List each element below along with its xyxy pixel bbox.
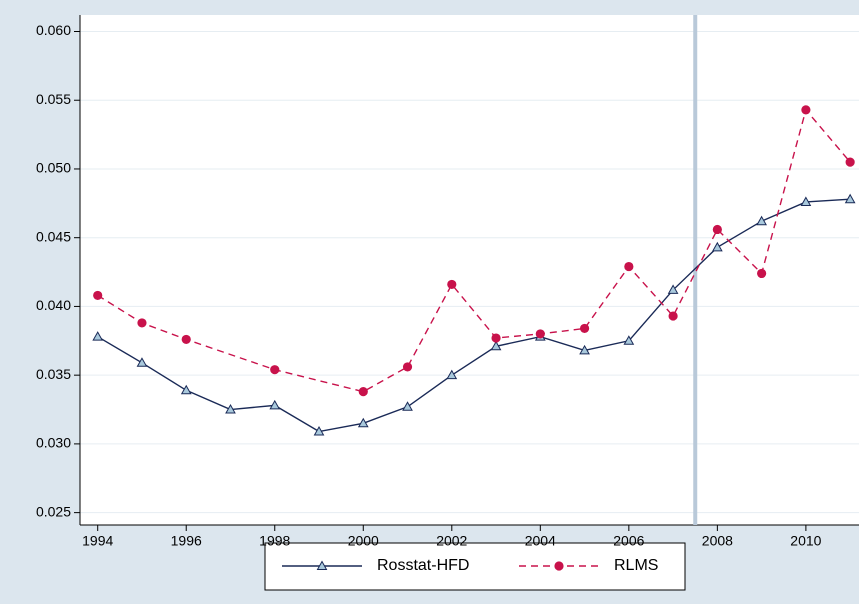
legend-label: Rosstat-HFD bbox=[377, 557, 469, 574]
data-point bbox=[225, 404, 236, 414]
legend-marker bbox=[554, 561, 564, 571]
y-tick-label: 0.030 bbox=[36, 435, 71, 451]
data-point bbox=[181, 334, 191, 345]
data-point bbox=[447, 279, 457, 290]
data-point bbox=[579, 323, 590, 334]
data-point bbox=[357, 417, 369, 428]
data-point bbox=[93, 290, 103, 301]
legend-marker bbox=[316, 560, 328, 570]
data-point bbox=[490, 340, 502, 351]
data-point bbox=[757, 268, 767, 279]
series-line bbox=[97, 198, 851, 433]
data-point bbox=[180, 384, 192, 395]
legend-label: RLMS bbox=[614, 557, 658, 574]
data-point bbox=[667, 284, 679, 294]
data-point bbox=[136, 357, 148, 367]
data-point bbox=[801, 105, 811, 115]
x-tick-label: 2010 bbox=[790, 533, 821, 549]
data-point bbox=[358, 387, 368, 397]
data-point bbox=[402, 362, 413, 372]
data-point bbox=[491, 333, 501, 343]
plot-area bbox=[80, 15, 859, 525]
x-tick-label: 1994 bbox=[82, 533, 113, 549]
data-point bbox=[446, 369, 458, 380]
data-point bbox=[579, 344, 590, 355]
data-point bbox=[800, 196, 812, 206]
data-point bbox=[623, 335, 635, 345]
data-point bbox=[270, 365, 280, 375]
data-point bbox=[844, 193, 856, 204]
x-tick-label: 2008 bbox=[702, 533, 733, 549]
x-tick-label: 2002 bbox=[436, 533, 467, 549]
x-tick-label: 2004 bbox=[525, 533, 556, 549]
y-tick-label: 0.045 bbox=[36, 228, 71, 244]
data-point bbox=[712, 241, 723, 252]
data-point bbox=[269, 399, 281, 410]
data-point bbox=[845, 157, 855, 167]
data-point bbox=[402, 401, 413, 411]
x-tick-label: 1996 bbox=[171, 533, 202, 549]
data-point bbox=[137, 318, 147, 328]
y-tick-label: 0.040 bbox=[36, 297, 71, 313]
y-tick-label: 0.035 bbox=[36, 366, 71, 382]
data-point bbox=[624, 261, 634, 272]
data-point bbox=[756, 215, 767, 226]
data-point bbox=[535, 329, 545, 339]
x-tick-label: 1998 bbox=[259, 533, 290, 549]
data-point bbox=[712, 224, 722, 235]
data-point bbox=[313, 426, 325, 436]
y-tick-label: 0.050 bbox=[36, 160, 71, 176]
series-line bbox=[97, 108, 851, 393]
data-point bbox=[668, 311, 678, 321]
x-tick-label: 2006 bbox=[613, 533, 644, 549]
y-tick-label: 0.060 bbox=[36, 22, 71, 38]
y-tick-label: 0.025 bbox=[36, 503, 71, 519]
data-point bbox=[92, 331, 104, 341]
x-tick-label: 2000 bbox=[348, 533, 379, 549]
y-tick-label: 0.055 bbox=[36, 91, 71, 107]
